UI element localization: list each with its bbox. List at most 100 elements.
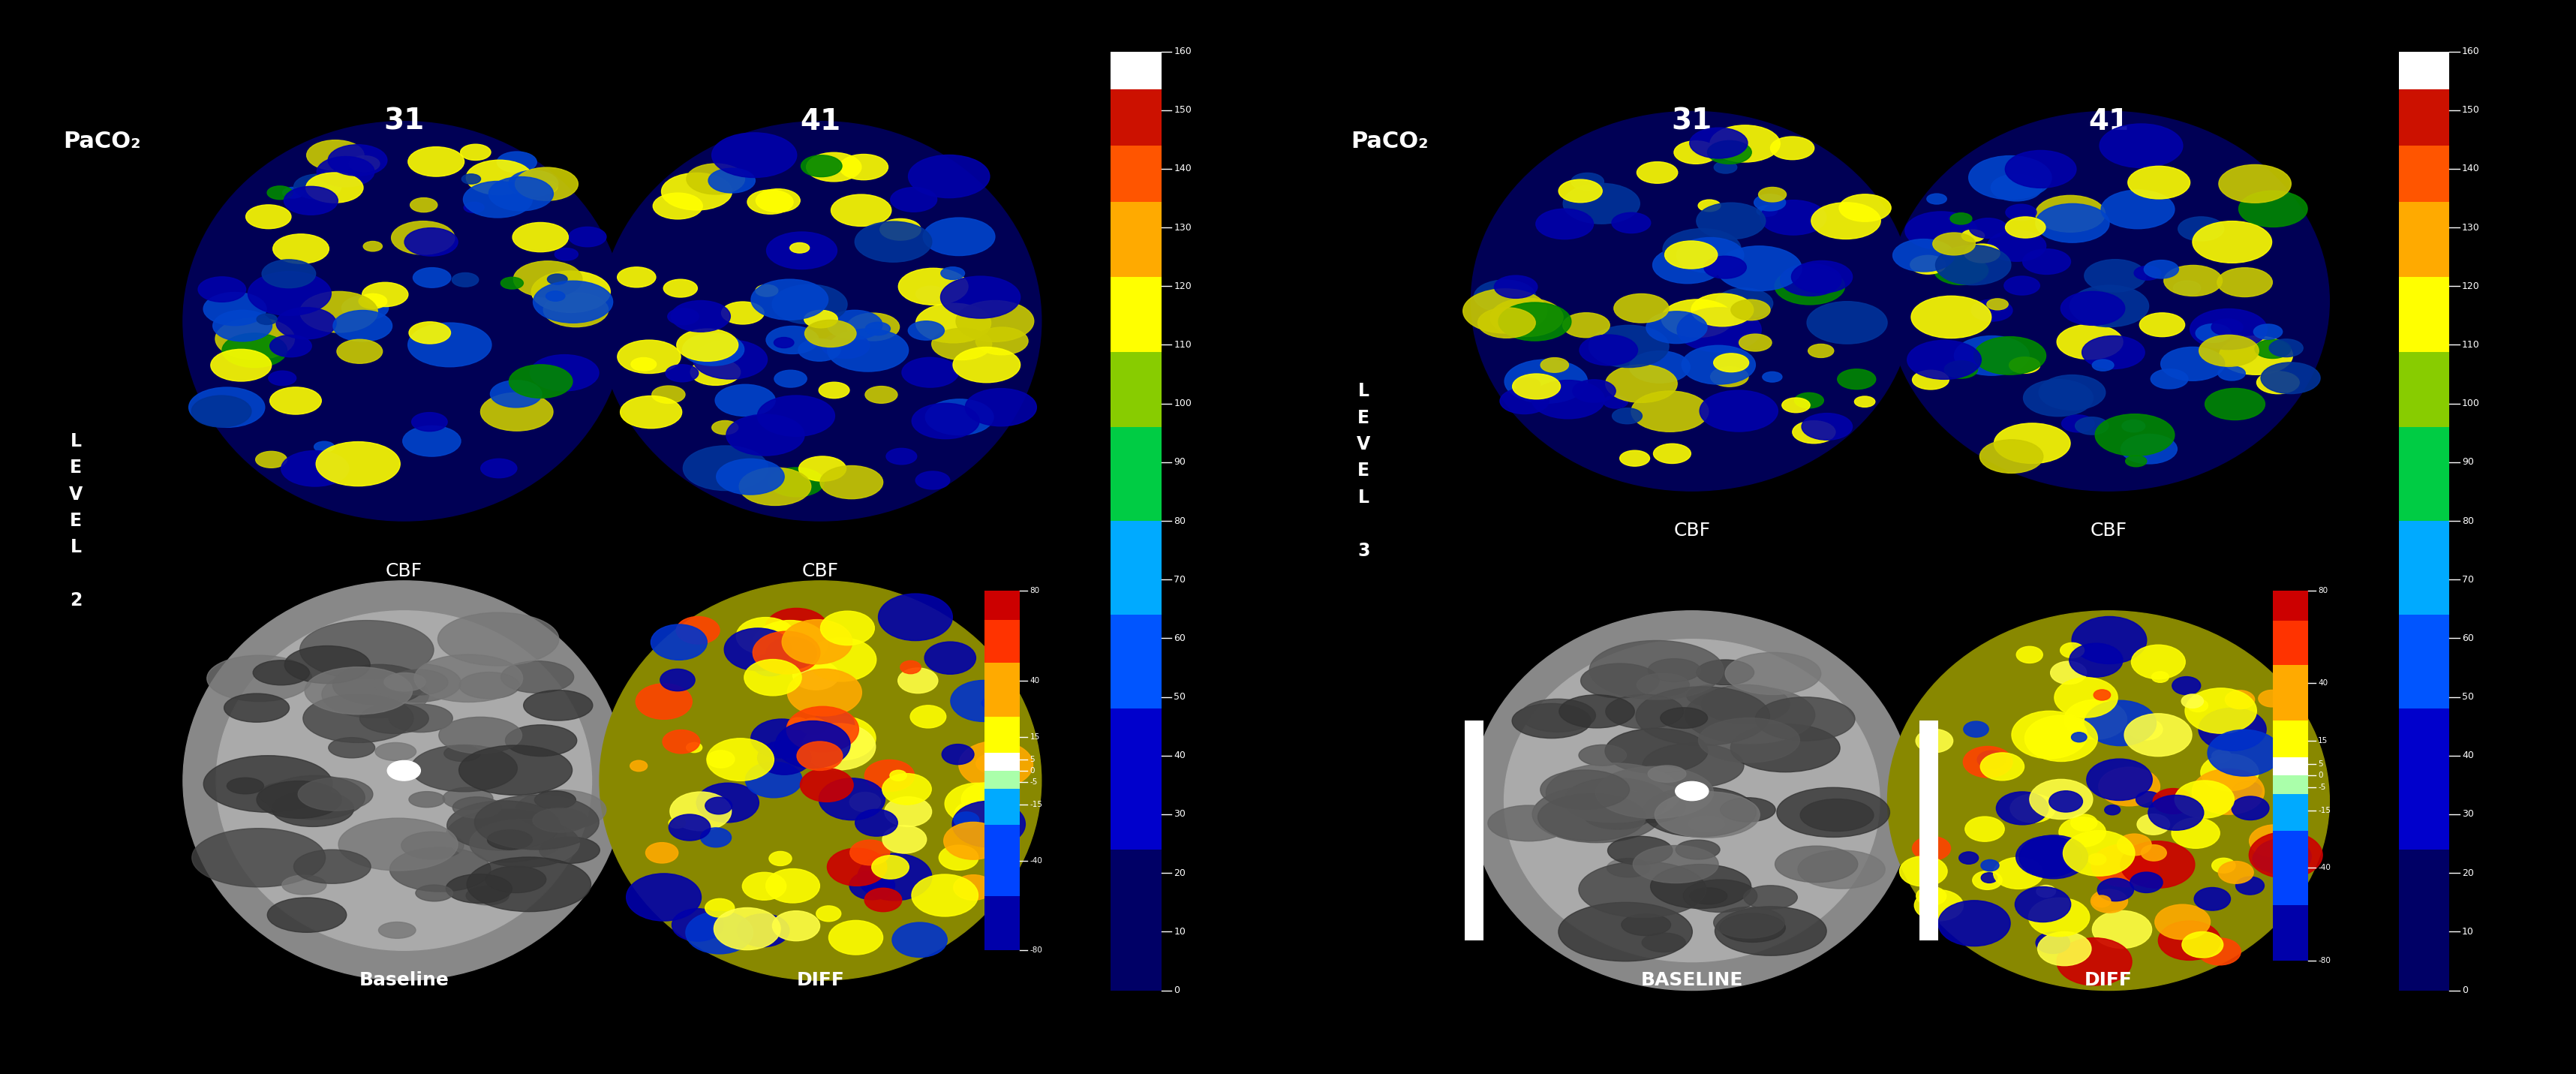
Ellipse shape [1654, 247, 1723, 284]
Ellipse shape [2009, 357, 2040, 374]
Ellipse shape [2007, 204, 2038, 220]
Ellipse shape [500, 661, 574, 693]
Ellipse shape [1690, 128, 1747, 158]
Bar [1110, 521, 1162, 614]
Ellipse shape [443, 787, 492, 810]
Ellipse shape [343, 295, 389, 320]
Ellipse shape [819, 382, 850, 398]
Ellipse shape [1798, 851, 1886, 888]
Ellipse shape [1731, 724, 1839, 772]
Ellipse shape [1721, 798, 1775, 822]
Ellipse shape [2038, 375, 2105, 410]
Ellipse shape [757, 395, 835, 436]
Ellipse shape [938, 845, 979, 870]
Ellipse shape [953, 812, 979, 828]
Ellipse shape [2009, 794, 2056, 823]
Ellipse shape [1991, 174, 2043, 201]
Ellipse shape [819, 779, 886, 821]
Ellipse shape [881, 773, 933, 804]
Ellipse shape [252, 661, 309, 685]
Ellipse shape [1708, 141, 1752, 164]
Ellipse shape [2172, 677, 2200, 695]
Ellipse shape [2035, 195, 2105, 232]
Ellipse shape [683, 446, 768, 491]
Ellipse shape [304, 667, 412, 714]
Bar [2272, 721, 2308, 757]
Ellipse shape [1994, 857, 2043, 889]
Ellipse shape [363, 242, 381, 251]
Ellipse shape [1965, 816, 2004, 842]
Ellipse shape [1564, 313, 1610, 337]
Ellipse shape [1958, 852, 1978, 865]
Ellipse shape [917, 303, 992, 343]
Ellipse shape [374, 664, 461, 702]
Ellipse shape [1971, 300, 2012, 321]
Ellipse shape [1677, 237, 1744, 273]
Ellipse shape [1994, 423, 2071, 463]
Ellipse shape [1651, 865, 1752, 909]
Text: 120: 120 [2463, 281, 2481, 291]
Ellipse shape [631, 760, 647, 771]
Ellipse shape [2125, 455, 2146, 467]
Text: 160: 160 [2463, 46, 2481, 56]
Text: 10: 10 [2463, 927, 2473, 937]
Ellipse shape [2236, 876, 2264, 895]
Text: DIFF: DIFF [2084, 971, 2133, 989]
Ellipse shape [2081, 336, 2146, 368]
Ellipse shape [2192, 221, 2272, 263]
Ellipse shape [299, 778, 374, 811]
Ellipse shape [538, 837, 600, 863]
Ellipse shape [337, 339, 381, 363]
Ellipse shape [2254, 839, 2311, 874]
Ellipse shape [1605, 695, 1685, 728]
Text: L
E
V
E
L

3: L E V E L 3 [1358, 382, 1370, 560]
Ellipse shape [402, 425, 461, 456]
Ellipse shape [1579, 744, 1625, 766]
Ellipse shape [1811, 203, 1880, 240]
Ellipse shape [1615, 792, 1685, 823]
Ellipse shape [884, 826, 927, 854]
Ellipse shape [1935, 245, 2012, 285]
Ellipse shape [765, 869, 819, 903]
Ellipse shape [1512, 703, 1592, 738]
Ellipse shape [742, 872, 786, 900]
Ellipse shape [773, 285, 848, 324]
Bar [1466, 721, 1484, 941]
Ellipse shape [2130, 872, 2164, 892]
Ellipse shape [2269, 339, 2303, 357]
Ellipse shape [976, 328, 1028, 354]
Ellipse shape [268, 186, 294, 200]
Ellipse shape [899, 268, 969, 305]
Ellipse shape [515, 789, 605, 830]
Ellipse shape [1963, 746, 2012, 778]
Ellipse shape [389, 847, 489, 891]
Text: 30: 30 [2463, 810, 2473, 819]
Ellipse shape [956, 301, 1033, 342]
Ellipse shape [2184, 688, 2257, 734]
Ellipse shape [822, 333, 871, 359]
Ellipse shape [482, 393, 554, 431]
Ellipse shape [263, 260, 317, 288]
Ellipse shape [618, 267, 657, 288]
Ellipse shape [786, 707, 858, 752]
Ellipse shape [415, 885, 453, 901]
Ellipse shape [1911, 837, 1950, 860]
Text: 30: 30 [1175, 810, 1185, 819]
Text: -80: -80 [2318, 957, 2331, 964]
Ellipse shape [1968, 156, 2050, 200]
Ellipse shape [775, 721, 850, 768]
Ellipse shape [670, 814, 711, 841]
Ellipse shape [909, 321, 945, 340]
Ellipse shape [307, 140, 363, 171]
Ellipse shape [2084, 700, 2156, 745]
Ellipse shape [513, 222, 569, 252]
Ellipse shape [925, 400, 994, 435]
Ellipse shape [670, 792, 732, 830]
Ellipse shape [1643, 787, 1757, 837]
Ellipse shape [716, 459, 783, 495]
Ellipse shape [1698, 717, 1801, 763]
Text: 41: 41 [2089, 107, 2128, 135]
Bar [2398, 52, 2450, 89]
Ellipse shape [1636, 686, 1770, 745]
Ellipse shape [2136, 792, 2161, 808]
